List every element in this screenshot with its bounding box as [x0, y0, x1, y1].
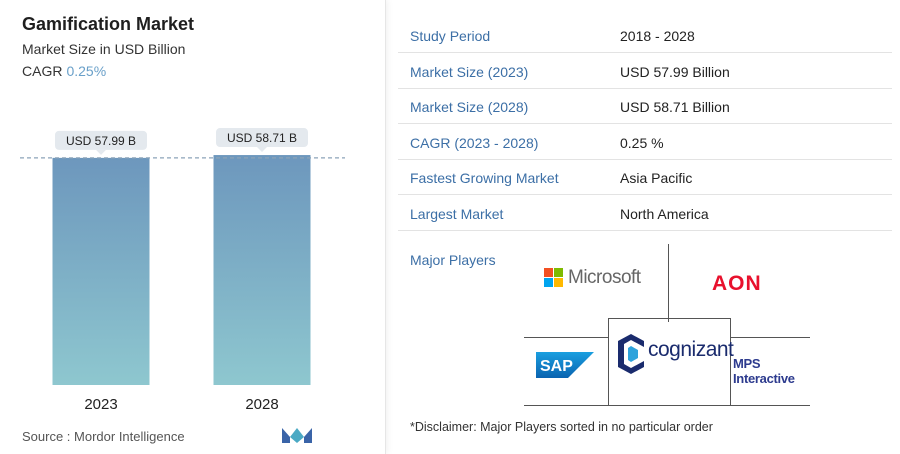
- bar-2028: [213, 155, 311, 385]
- source-text: Source : Mordor Intelligence: [22, 429, 185, 444]
- sap-badge-icon: SAP: [536, 352, 594, 378]
- grid-divider: [608, 318, 609, 406]
- stats-value: 2018 - 2028: [620, 28, 695, 44]
- stats-row: Market Size (2028) USD 58.71 Billion: [398, 89, 892, 125]
- microsoft-logo: Microsoft: [544, 267, 664, 292]
- microsoft-wordmark: Microsoft: [568, 267, 641, 288]
- sap-logo: SAP: [536, 352, 594, 383]
- stats-value: North America: [620, 206, 709, 222]
- stats-row: Largest Market North America: [398, 196, 892, 231]
- x-tick-label: 2028: [245, 396, 278, 413]
- cagr-value: 0.25%: [66, 63, 107, 79]
- data-label-text: USD 57.99 B: [66, 134, 136, 148]
- stats-label: Market Size (2023): [410, 63, 529, 80]
- mordor-logo-icon: [282, 428, 312, 443]
- cagr-line: CAGR 0.25%: [22, 63, 106, 79]
- data-label-box: [216, 128, 308, 148]
- data-label-pointer: [96, 149, 106, 155]
- cognizant-wordmark: cognizant: [648, 338, 734, 361]
- stats-value: USD 58.71 Billion: [620, 99, 730, 116]
- cognizant-mark-icon: [618, 334, 644, 374]
- stats-label: CAGR (2023 - 2028): [410, 134, 539, 151]
- stats-panel: Study Period 2018 - 2028 Market Size (2023…: [398, 0, 892, 454]
- microsoft-squares-icon: [544, 268, 564, 288]
- chart-card: Gamification Market Market Size in USD B…: [0, 0, 386, 454]
- data-label-text: USD 58.71 B: [227, 131, 297, 145]
- stats-label: Largest Market: [410, 206, 504, 222]
- stats-label: Market Size (2028): [410, 99, 529, 116]
- stats-label: Fastest Growing Market: [410, 170, 559, 187]
- grid-divider: [730, 318, 731, 406]
- data-label: USD 58.71 B: [216, 128, 308, 153]
- players-logo-grid: Microsoft AON SAP cogni: [524, 244, 810, 406]
- major-players-label: Major Players: [410, 252, 496, 268]
- x-tick-label: 2023: [84, 396, 117, 413]
- grid-divider: [730, 337, 810, 338]
- grid-divider: [524, 337, 608, 338]
- stats-value: 0.25 %: [620, 134, 664, 151]
- grid-divider: [608, 318, 730, 319]
- stats-value: Asia Pacific: [620, 170, 693, 187]
- stats-row: CAGR (2023 - 2028) 0.25 %: [398, 125, 892, 160]
- data-label-pointer: [257, 147, 267, 153]
- cognizant-logo: cognizant: [618, 334, 734, 380]
- stats-row: Market Size (2023) USD 57.99 Billion: [398, 54, 892, 89]
- stats-row: Study Period 2018 - 2028: [398, 18, 892, 53]
- chart-subtitle: Market Size in USD Billion: [22, 41, 186, 57]
- stats-value: USD 57.99 Billion: [620, 63, 730, 80]
- stats-label: Study Period: [410, 28, 491, 44]
- disclaimer-text: *Disclaimer: Major Players sorted in no …: [410, 420, 713, 434]
- data-label-box: [55, 130, 147, 150]
- aon-logo: AON: [712, 272, 762, 295]
- bar-chart: USD 57.99 B 2023 USD 58.71 B 2028: [20, 128, 345, 413]
- grid-divider: [668, 244, 669, 322]
- bar-2023: [52, 157, 150, 385]
- chart-title: Gamification Market: [22, 14, 195, 34]
- stats-row: Fastest Growing Market Asia Pacific: [398, 160, 892, 196]
- mps-interactive-logo: MPS Interactive: [733, 356, 795, 386]
- data-label: USD 57.99 B: [55, 130, 147, 155]
- cagr-label: CAGR: [22, 63, 63, 79]
- sap-wordmark: SAP: [540, 358, 573, 375]
- grid-divider: [524, 405, 810, 406]
